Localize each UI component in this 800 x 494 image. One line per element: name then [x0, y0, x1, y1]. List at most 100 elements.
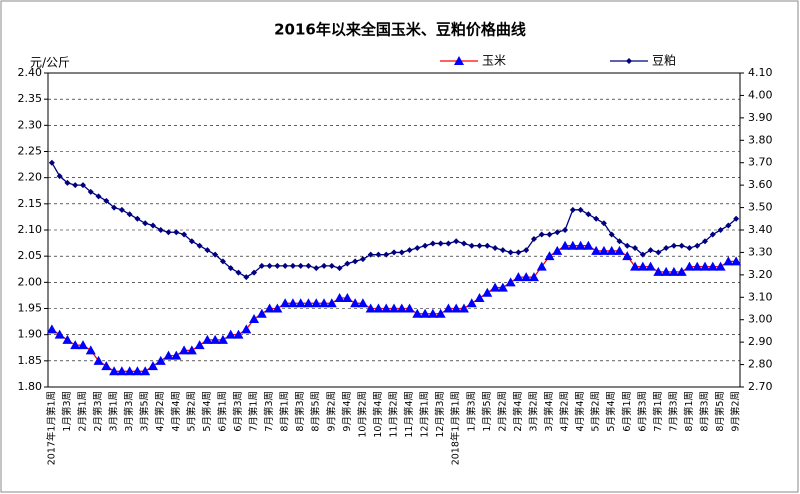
- point-marker: [546, 231, 553, 238]
- point-marker: [476, 242, 483, 249]
- point-marker: [668, 266, 679, 276]
- x-tick-label: 9月第2周: [730, 391, 742, 432]
- point-marker: [194, 340, 205, 350]
- point-marker: [367, 251, 374, 258]
- point-marker: [655, 249, 662, 256]
- point-marker: [600, 220, 607, 227]
- y2-tick-label: 2.80: [748, 358, 773, 371]
- point-marker: [212, 251, 219, 258]
- point-marker: [126, 211, 133, 218]
- point-marker: [458, 303, 469, 313]
- point-marker: [219, 258, 226, 265]
- point-marker: [536, 261, 547, 271]
- x-tick-label: 6月第1周: [216, 391, 228, 432]
- point-marker: [715, 261, 726, 271]
- point-marker: [93, 355, 104, 365]
- point-marker: [515, 249, 522, 256]
- y2-tick-label: 3.40: [748, 223, 773, 236]
- y-tick-label: 2.15: [18, 197, 43, 210]
- point-marker: [466, 298, 477, 308]
- plot-frame: [47, 72, 741, 388]
- x-tick-label: 4月第4周: [574, 391, 586, 432]
- x-tick-label: 7月第3周: [263, 391, 275, 432]
- y-tick-label: 1.85: [18, 354, 43, 367]
- x-tick-label: 4月第2周: [154, 391, 166, 432]
- point-marker: [258, 262, 265, 269]
- point-marker: [562, 227, 569, 233]
- point-marker: [492, 244, 499, 251]
- point-marker: [274, 262, 281, 269]
- x-tick-label: 5月第4周: [605, 391, 617, 432]
- y-tick-label: 1.95: [18, 302, 43, 315]
- point-marker: [116, 366, 127, 376]
- point-marker: [678, 242, 685, 249]
- point-marker: [140, 366, 151, 376]
- x-tick-label: 9月第2周: [325, 391, 337, 432]
- point-marker: [147, 361, 158, 371]
- point-marker: [593, 215, 600, 222]
- chart-title: 2016年以来全国玉米、豆粕价格曲线: [274, 21, 526, 39]
- y-tick-label: 2.05: [18, 249, 43, 262]
- point-marker: [280, 298, 291, 308]
- y2-tick-label: 3.20: [748, 268, 773, 281]
- point-marker: [398, 249, 405, 256]
- x-tick-label: 12月第1周: [419, 391, 431, 438]
- point-marker: [692, 261, 703, 271]
- point-marker: [373, 303, 384, 313]
- point-marker: [731, 256, 742, 266]
- point-marker: [427, 308, 438, 318]
- point-marker: [653, 266, 664, 276]
- point-marker: [264, 303, 275, 313]
- y-tick-label: 2.30: [18, 118, 43, 131]
- x-tick-label: 7月第1周: [248, 391, 260, 432]
- point-marker: [614, 245, 625, 255]
- x-tick-label: 5月第4周: [201, 391, 213, 432]
- y2-tick-label: 3.30: [748, 245, 773, 258]
- y2-tick-label: 2.70: [748, 380, 773, 393]
- point-marker: [118, 206, 125, 213]
- legend-label: 玉米: [482, 54, 506, 68]
- point-marker: [70, 340, 81, 350]
- point-marker: [616, 238, 623, 245]
- point-marker: [202, 334, 213, 344]
- point-marker: [591, 245, 602, 255]
- point-marker: [389, 303, 399, 313]
- point-marker: [608, 231, 615, 238]
- point-marker: [46, 324, 57, 334]
- point-marker: [256, 308, 267, 318]
- point-marker: [149, 222, 156, 229]
- point-marker: [334, 293, 345, 303]
- y-axis-label: 元/公斤: [30, 56, 70, 70]
- x-tick-label: 11月第2周: [388, 391, 400, 438]
- y2-tick-label: 3.50: [748, 201, 773, 214]
- point-marker: [404, 303, 415, 313]
- point-marker: [54, 329, 65, 339]
- point-marker: [560, 240, 571, 250]
- point-marker: [85, 345, 96, 355]
- point-marker: [95, 193, 102, 200]
- point-marker: [733, 215, 740, 222]
- point-marker: [344, 260, 351, 267]
- x-tick-label: 5月第2周: [185, 391, 197, 432]
- x-tick-label: 8月第5周: [310, 391, 322, 432]
- y2-tick-label: 3.00: [748, 313, 773, 326]
- point-marker: [396, 303, 407, 313]
- point-marker: [186, 345, 197, 355]
- point-marker: [554, 229, 561, 236]
- y2-tick-label: 4.10: [748, 66, 773, 79]
- point-marker: [499, 247, 506, 254]
- point-marker: [460, 240, 467, 247]
- x-tick-label: 2月第3周: [92, 391, 104, 432]
- point-marker: [624, 242, 631, 249]
- point-marker: [287, 298, 298, 308]
- x-tick-label: 3月第1周: [108, 391, 120, 432]
- x-tick-label: 5月第2周: [590, 391, 602, 432]
- point-marker: [391, 249, 397, 256]
- y-tick-label: 2.00: [18, 275, 43, 288]
- point-marker: [249, 313, 260, 323]
- x-tick-label: 1月第5周: [481, 391, 493, 432]
- x-tick-label: 8月第1周: [683, 391, 695, 432]
- point-marker: [484, 242, 491, 249]
- y2-tick-label: 3.80: [748, 133, 773, 146]
- point-marker: [622, 251, 633, 261]
